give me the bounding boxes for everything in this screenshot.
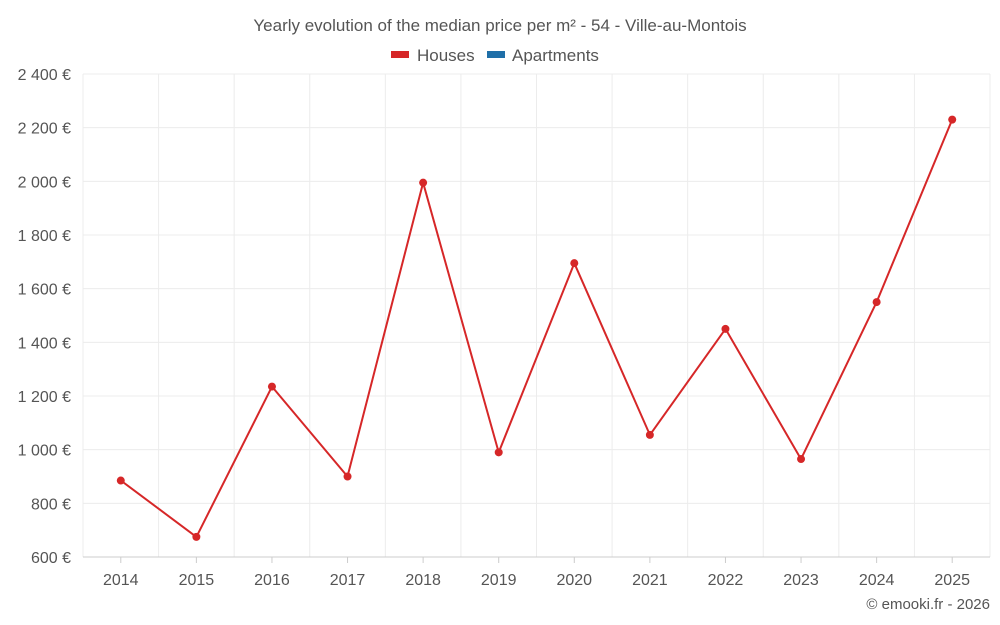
x-axis: 2014 2015 2016 2017 2018 2019 2020 2021 2022 2023…	[83, 556, 990, 589]
data-point-houses[interactable]	[494, 448, 503, 457]
y-axis: 600 € 800 € 1 000 € 1 200 € 1 400 € 1 600 € 1 …	[18, 67, 71, 567]
series-line-houses	[120, 119, 954, 538]
y-tick-label: 2 000 €	[18, 174, 71, 191]
x-tick-label: 2018	[405, 572, 441, 589]
legend-swatch-houses	[391, 51, 409, 58]
y-tick-label: 1 000 €	[18, 443, 71, 460]
legend-item-houses[interactable]: Houses	[391, 46, 475, 65]
x-tick-label: 2015	[179, 572, 215, 589]
legend-label-apartments: Apartments	[512, 46, 599, 65]
y-tick-label: 800 €	[31, 496, 71, 513]
data-point-houses[interactable]	[645, 430, 654, 439]
data-point-houses[interactable]	[192, 532, 201, 541]
data-point-houses[interactable]	[343, 472, 352, 481]
x-tick-label: 2020	[556, 572, 592, 589]
data-point-houses[interactable]	[872, 298, 881, 307]
legend: Houses Apartments	[391, 46, 599, 65]
x-tick-label: 2016	[254, 572, 290, 589]
x-tick-label: 2025	[934, 572, 970, 589]
data-point-houses[interactable]	[721, 324, 730, 333]
y-tick-label: 600 €	[31, 550, 71, 567]
x-tick-label: 2023	[783, 572, 819, 589]
y-tick-label: 1 200 €	[18, 389, 71, 406]
data-point-houses[interactable]	[570, 259, 579, 268]
y-tick-label: 2 200 €	[18, 121, 71, 138]
y-tick-label: 2 400 €	[18, 67, 71, 84]
data-point-houses[interactable]	[419, 178, 428, 187]
y-tick-label: 1 600 €	[18, 282, 71, 299]
y-tick-label: 1 800 €	[18, 228, 71, 245]
legend-item-apartments[interactable]: Apartments	[487, 46, 599, 65]
data-point-houses[interactable]	[797, 455, 806, 464]
legend-label-houses: Houses	[417, 46, 475, 65]
x-tick-label: 2014	[103, 572, 139, 589]
x-tick-label: 2019	[481, 572, 517, 589]
x-tick-label: 2017	[330, 572, 366, 589]
gridlines	[82, 73, 991, 558]
series-houses	[116, 115, 957, 541]
data-point-houses[interactable]	[116, 476, 125, 485]
credit-text: © emooki.fr - 2026	[866, 596, 990, 613]
chart-title: Yearly evolution of the median price per…	[253, 16, 746, 35]
legend-swatch-apartments	[487, 51, 505, 58]
data-point-houses[interactable]	[948, 115, 957, 124]
x-tick-label: 2024	[859, 572, 895, 589]
x-tick-label: 2022	[708, 572, 744, 589]
x-tick-label: 2021	[632, 572, 668, 589]
y-tick-label: 1 400 €	[18, 335, 71, 352]
data-point-houses[interactable]	[267, 382, 276, 391]
